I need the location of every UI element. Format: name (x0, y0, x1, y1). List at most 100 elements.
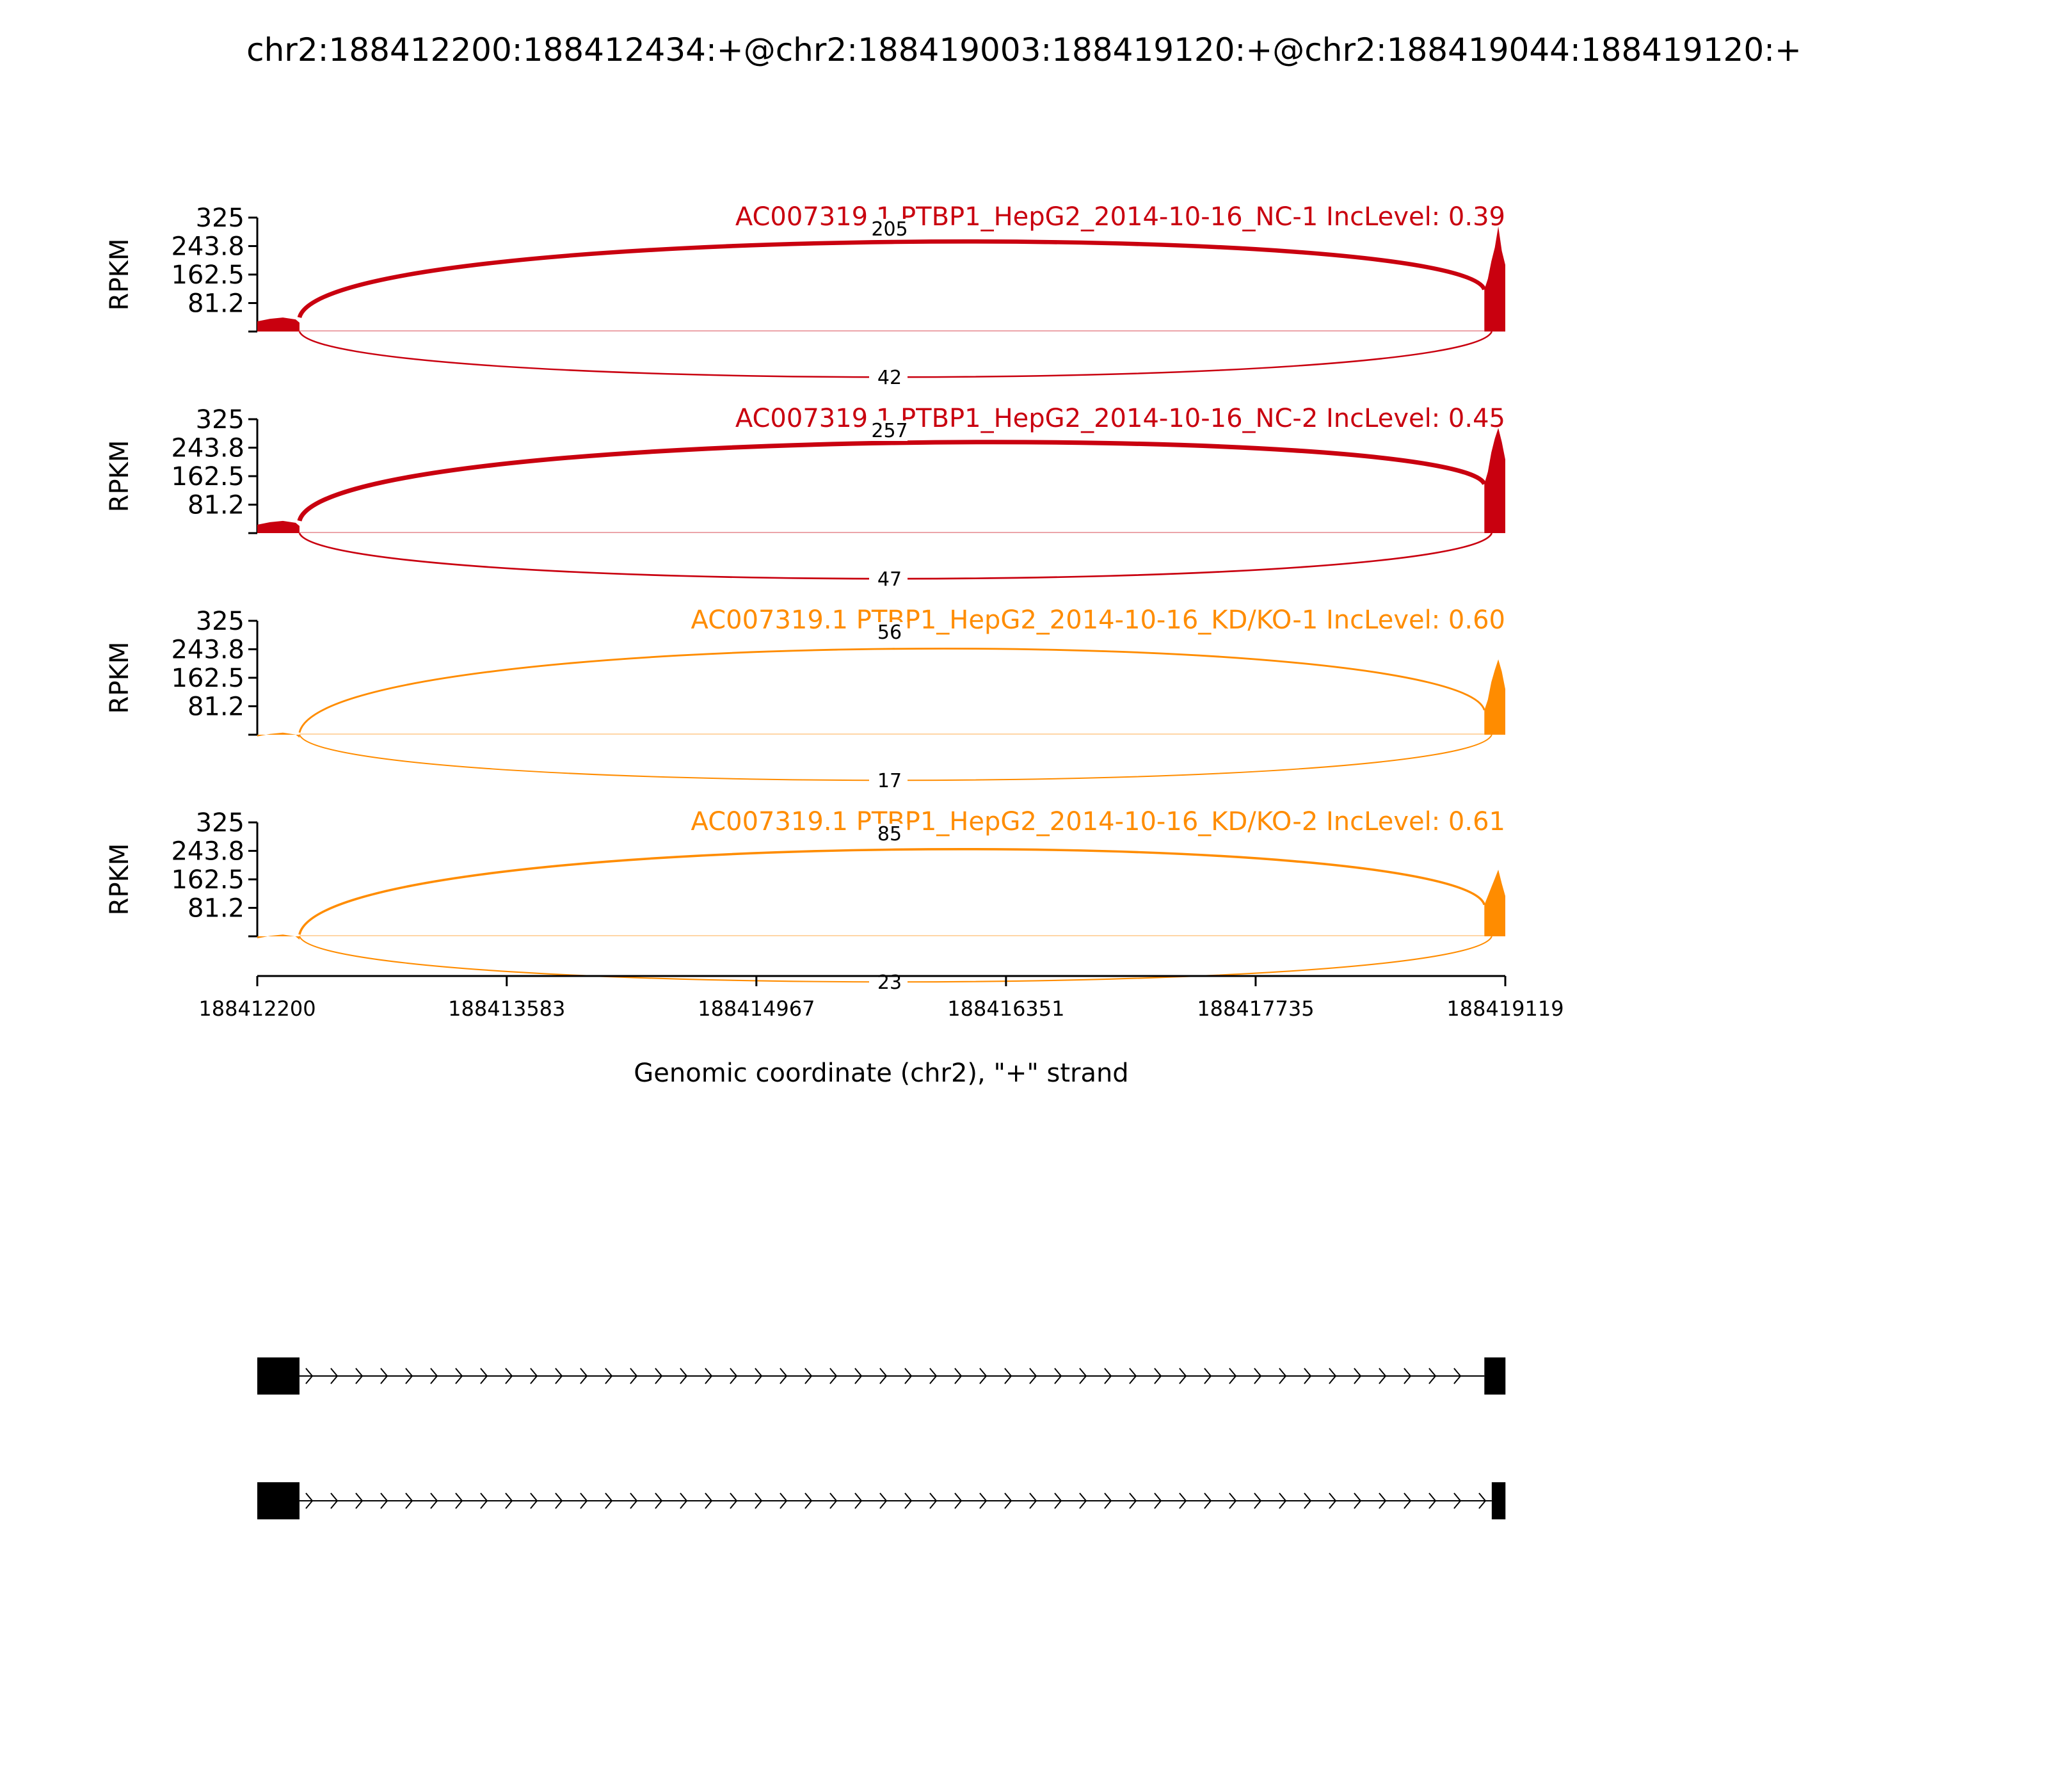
y-tick-label: 243.8 (171, 836, 244, 866)
y-tick-label: 162.5 (171, 260, 244, 290)
x-tick-label: 188414967 (698, 996, 815, 1021)
strand-arrow (1354, 1368, 1362, 1384)
strand-arrow (730, 1368, 738, 1384)
strand-arrow (330, 1492, 339, 1509)
strand-arrow (954, 1492, 963, 1509)
strand-arrow (1404, 1368, 1412, 1384)
strand-arrow (879, 1492, 888, 1509)
strand-arrow (979, 1492, 988, 1509)
strand-arrow (1104, 1492, 1112, 1509)
y-axis-label: RPKM (105, 239, 134, 311)
sample-label: AC007319.1 PTBP1_HepG2_2014-10-16_NC-1 I… (735, 202, 1505, 232)
strand-arrow (730, 1492, 738, 1509)
strand-arrow (505, 1368, 513, 1384)
strand-arrow (1204, 1368, 1212, 1384)
sample-label: AC007319.1 PTBP1_HepG2_2014-10-16_NC-2 I… (735, 404, 1505, 433)
strand-arrow (1379, 1368, 1387, 1384)
strand-arrow (829, 1368, 838, 1384)
isoform-track (257, 1357, 1506, 1519)
junction-count: 85 (877, 823, 902, 845)
strand-arrow (1179, 1368, 1187, 1384)
strand-arrow (505, 1492, 513, 1509)
strand-arrow (630, 1492, 638, 1509)
junction-count: 47 (877, 568, 902, 591)
exon-block (1484, 1357, 1506, 1395)
strand-arrow (705, 1368, 713, 1384)
strand-arrow (580, 1368, 588, 1384)
exon-coverage-upstream (257, 732, 300, 738)
strand-arrow (829, 1492, 838, 1509)
y-tick-label: 81.2 (188, 289, 244, 319)
strand-arrow (1304, 1368, 1312, 1384)
strand-arrow (1254, 1368, 1262, 1384)
junction-label-bg (869, 569, 908, 589)
strand-arrow (1154, 1492, 1162, 1509)
strand-arrow (380, 1492, 388, 1509)
strand-arrow (1154, 1368, 1162, 1384)
strand-arrow (1229, 1368, 1237, 1384)
strand-arrow (1304, 1492, 1312, 1509)
strand-arrow (355, 1492, 364, 1509)
strand-arrow (655, 1492, 663, 1509)
exon-coverage-upstream (257, 934, 300, 940)
strand-arrow (755, 1492, 763, 1509)
junction-count: 257 (871, 420, 908, 442)
junction-arc (298, 647, 1485, 733)
strand-arrow (1029, 1368, 1037, 1384)
sample-label: AC007319.1 PTBP1_HepG2_2014-10-16_KD/KO-… (691, 807, 1505, 836)
strand-arrow (1254, 1492, 1262, 1509)
strand-arrow (1404, 1492, 1412, 1509)
y-tick-label: 81.2 (188, 894, 244, 924)
strand-arrow (780, 1368, 788, 1384)
strand-arrow (804, 1492, 813, 1509)
strand-arrow (455, 1368, 463, 1384)
strand-arrow (1229, 1492, 1237, 1509)
strand-arrow (804, 1368, 813, 1384)
junction-count: 23 (877, 972, 902, 994)
y-axis-label: RPKM (105, 440, 134, 513)
x-tick-label: 188417735 (1197, 996, 1314, 1021)
x-tick-label: 188413583 (448, 996, 565, 1021)
y-tick-label: 325 (196, 607, 244, 636)
junction-arc (298, 848, 1486, 935)
junction-label-bg (869, 824, 908, 844)
strand-arrow (1453, 1492, 1462, 1509)
strand-arrow (1179, 1492, 1187, 1509)
strand-arrow (1329, 1368, 1337, 1384)
strand-arrow (1354, 1492, 1362, 1509)
strand-arrow (530, 1368, 538, 1384)
y-tick-label: 162.5 (171, 664, 244, 693)
x-axis: 188412200 188413583 188414967 188416351 1884… (198, 975, 1564, 1021)
isoform (257, 1357, 1506, 1395)
strand-arrow (530, 1492, 538, 1509)
y-tick-label: 325 (196, 204, 244, 233)
strand-arrow (605, 1492, 613, 1509)
strand-arrow (1054, 1368, 1062, 1384)
strand-arrow (480, 1368, 488, 1384)
strand-arrow (1079, 1368, 1087, 1384)
strand-arrow (1104, 1368, 1112, 1384)
strand-arrow (1428, 1492, 1437, 1509)
strand-arrow (879, 1368, 888, 1384)
strand-arrow (1129, 1492, 1137, 1509)
strand-arrow (1204, 1492, 1212, 1509)
strand-arrow (480, 1492, 488, 1509)
x-tick-label: 188412200 (198, 996, 316, 1021)
strand-arrow (780, 1492, 788, 1509)
junction-arc (297, 440, 1487, 522)
exon-block (257, 1357, 300, 1395)
figure-title: chr2:188412200:188412434:+@chr2:18841900… (246, 31, 1802, 68)
y-tick-label: 325 (196, 808, 244, 838)
x-tick-label: 188419119 (1446, 996, 1564, 1021)
strand-arrow (305, 1492, 314, 1509)
x-axis-label: Genomic coordinate (chr2), "+" strand (634, 1059, 1128, 1088)
strand-arrow (655, 1368, 663, 1384)
y-tick-label: 243.8 (171, 635, 244, 664)
exon-block (1491, 1482, 1506, 1519)
sample-label: AC007319.1 PTBP1_HepG2_2014-10-16_KD/KO-… (691, 605, 1505, 635)
y-tick-label: 81.2 (188, 491, 244, 520)
